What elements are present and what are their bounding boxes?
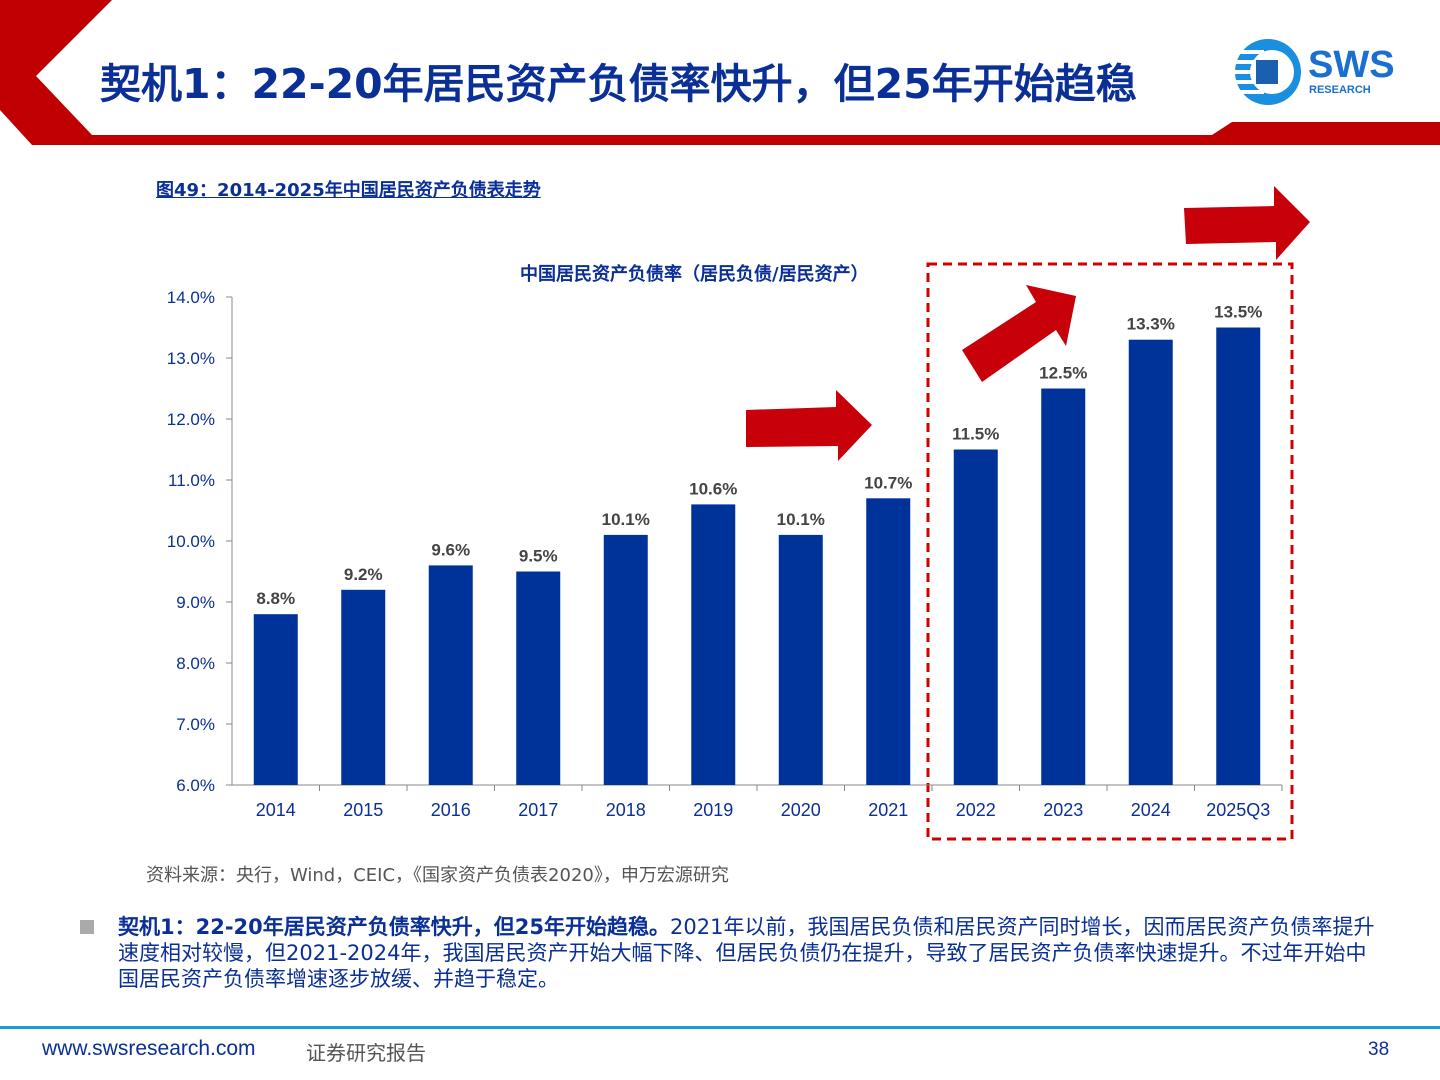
bar <box>778 534 823 785</box>
logo-subtext: RESEARCH <box>1309 84 1371 96</box>
y-tick-label: 13.0% <box>167 349 215 368</box>
y-tick-label: 7.0% <box>176 715 215 734</box>
y-tick-label: 10.0% <box>167 532 215 551</box>
y-tick-label: 6.0% <box>176 776 215 795</box>
arrow-up-right-icon <box>962 285 1076 382</box>
bar <box>341 589 386 785</box>
bar <box>603 534 648 785</box>
data-label: 8.8% <box>256 589 295 608</box>
data-label: 9.2% <box>344 565 383 584</box>
data-label: 10.7% <box>864 473 912 492</box>
data-label: 9.5% <box>519 547 558 566</box>
bar <box>691 504 736 785</box>
page-number: 38 <box>1368 1039 1390 1060</box>
bar <box>1128 339 1173 785</box>
footer-divider <box>0 1026 1440 1029</box>
data-label: 10.1% <box>602 510 650 529</box>
bar <box>866 498 911 785</box>
data-label: 13.3% <box>1127 315 1175 334</box>
x-tick-label: 2021 <box>868 800 908 820</box>
x-tick-label: 2020 <box>781 800 821 820</box>
arrow-right-icon <box>1184 186 1310 260</box>
x-tick-label: 2014 <box>256 800 296 820</box>
bar <box>1216 327 1261 785</box>
sws-logo-icon <box>1234 39 1301 105</box>
x-tick-label: 2016 <box>431 800 471 820</box>
logo-text: SWS <box>1308 44 1395 86</box>
x-tick-label: 2018 <box>606 800 646 820</box>
x-tick-label: 2022 <box>956 800 996 820</box>
body-lead: 契机1：22-20年居民资产负债率快升，但25年开始趋稳。 <box>118 915 670 939</box>
bar <box>1041 388 1086 785</box>
page-title: 契机1：22-20年居民资产负债率快升，但25年开始趋稳 <box>100 60 1137 108</box>
bar <box>253 614 298 785</box>
header-red-frame <box>0 0 1440 145</box>
bullet-icon <box>80 920 94 934</box>
body-text: 2021年以前，我国居民负债和居民资产同时增长，因而居民资产负债率提升速度相对较… <box>118 915 1375 991</box>
figure-source: 资料来源：央行，Wind，CEIC，《国家资产负债表2020》，申万宏源研究 <box>146 865 729 886</box>
y-tick-label: 14.0% <box>167 288 215 307</box>
x-tick-label: 2015 <box>343 800 383 820</box>
chart-title: 中国居民资产负债率（居民负债/居民资产） <box>520 264 869 285</box>
x-tick-label: 2024 <box>1131 800 1171 820</box>
footer-report-type: 证券研究报告 <box>306 1041 426 1065</box>
data-label: 9.6% <box>431 540 470 559</box>
data-label: 12.5% <box>1039 364 1087 383</box>
data-label: 10.1% <box>777 510 825 529</box>
bar <box>428 565 473 785</box>
data-label: 11.5% <box>952 425 999 444</box>
x-tick-label: 2025Q3 <box>1206 800 1270 820</box>
bar <box>953 449 998 785</box>
data-label: 13.5% <box>1214 303 1262 322</box>
x-tick-label: 2023 <box>1043 800 1083 820</box>
highlight-box <box>926 262 1294 841</box>
y-tick-label: 8.0% <box>176 654 215 673</box>
y-tick-label: 9.0% <box>176 593 215 612</box>
y-tick-label: 12.0% <box>167 410 215 429</box>
y-tick-label: 11.0% <box>168 471 215 490</box>
arrow-right-icon <box>746 390 872 461</box>
body-paragraph: 契机1：22-20年居民资产负债率快升，但25年开始趋稳。2021年以前，我国居… <box>118 914 1378 992</box>
bar <box>516 571 561 785</box>
footer-url[interactable]: www.swsresearch.com <box>42 1037 256 1060</box>
x-tick-label: 2019 <box>693 800 733 820</box>
x-tick-label: 2017 <box>518 800 558 820</box>
figure-title: 图49：2014-2025年中国居民资产负债表走势 <box>156 180 541 201</box>
data-label: 10.6% <box>689 479 737 498</box>
